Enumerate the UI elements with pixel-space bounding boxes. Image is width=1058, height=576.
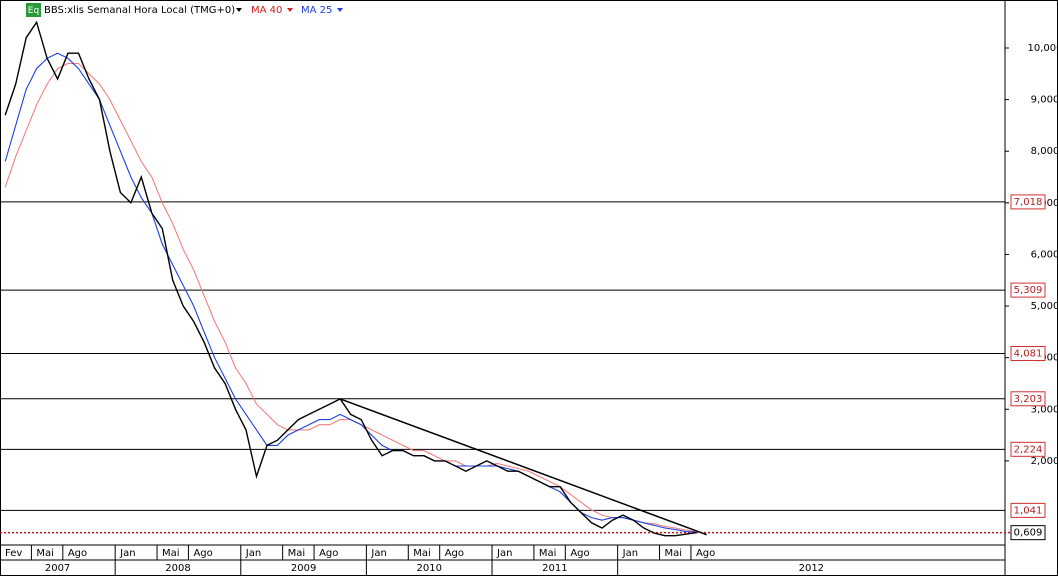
level-label: 7,018 (1014, 197, 1043, 208)
y-tick-label: 10,000 (1028, 43, 1058, 54)
legend-entry[interactable]: MA 40 (251, 5, 282, 16)
badge (26, 3, 41, 17)
level-label: 5,309 (1014, 285, 1043, 296)
level-label-box (1010, 345, 1046, 361)
x-tick-label: Mai (665, 548, 683, 559)
x-tick-label: Mai (413, 548, 431, 559)
x-tick-label: Ago (319, 548, 338, 559)
x-tick-label: Ago (445, 548, 464, 559)
level-label: 4,081 (1014, 348, 1043, 359)
x-tick-label: Mai (539, 548, 557, 559)
last-price-box (1010, 525, 1046, 541)
level-label-box (1010, 502, 1046, 518)
dropdown-arrow[interactable] (287, 8, 293, 12)
x-tick-label: Mai (288, 548, 306, 559)
x-tick-label: Ago (193, 548, 212, 559)
year-label: 2008 (165, 563, 190, 574)
legend-entry[interactable]: MA 25 (301, 5, 332, 16)
year-label: 2010 (416, 563, 441, 574)
level-label-box (1010, 282, 1046, 298)
level-label: 2,224 (1014, 444, 1043, 455)
x-tick-label: Mai (162, 548, 180, 559)
level-label: 3,203 (1014, 394, 1043, 405)
dropdown-arrow[interactable] (236, 8, 242, 12)
y-tick-label: 9,000 (1031, 95, 1058, 106)
y-tick-label: 5,000 (1031, 301, 1058, 312)
trendline (339, 398, 707, 536)
x-tick-label: Jan (245, 548, 261, 559)
x-tick-label: Ago (570, 548, 589, 559)
y-tick-label: 8,000 (1031, 146, 1058, 157)
x-tick-label: Fev (5, 548, 22, 559)
year-label: 2012 (799, 563, 824, 574)
y-tick-label: 3,000 (1031, 404, 1058, 415)
x-tick-label: Ago (696, 548, 715, 559)
y-tick-label: 2,000 (1031, 456, 1058, 467)
price-line (4, 20, 697, 537)
year-label: 2009 (291, 563, 316, 574)
x-tick-label: Jan (496, 548, 512, 559)
badge-text: Eq (28, 6, 39, 16)
level-label: 1,041 (1014, 505, 1043, 516)
level-label-box (1010, 441, 1046, 457)
year-label: 2011 (542, 563, 567, 574)
x-tick-label: Jan (119, 548, 135, 559)
x-tick-label: Mai (36, 548, 54, 559)
dropdown-arrow[interactable] (337, 8, 343, 12)
chart-title: BBS:xlis Semanal Hora Local (TMG+0) (44, 5, 235, 16)
y-tick-label: 6,000 (1031, 249, 1058, 260)
level-label-box (1010, 194, 1046, 210)
year-label: 2007 (45, 563, 70, 574)
level-label-box (1010, 391, 1046, 407)
last-price-label: 0,609 (1014, 528, 1043, 539)
x-tick-label: Jan (370, 548, 386, 559)
x-tick-label: Jan (622, 548, 638, 559)
x-tick-label: Ago (68, 548, 87, 559)
